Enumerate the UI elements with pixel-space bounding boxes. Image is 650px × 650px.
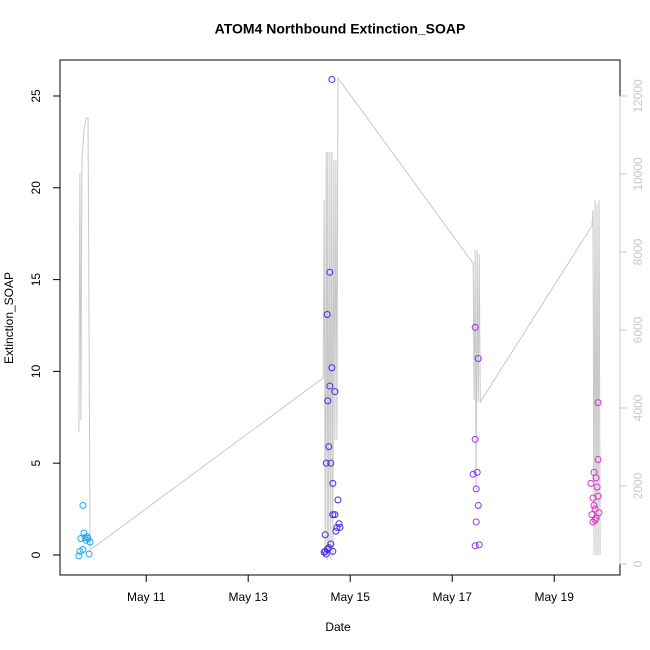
- point: [321, 531, 329, 539]
- y-tick-label: 0: [29, 551, 43, 558]
- point: [593, 483, 601, 491]
- point: [594, 456, 602, 464]
- point: [588, 511, 596, 519]
- point: [81, 534, 89, 542]
- y2-tick-label: 6000: [631, 316, 645, 343]
- y-tick-label: 10: [29, 364, 43, 378]
- point: [84, 534, 92, 542]
- y-tick-label: 20: [29, 181, 43, 195]
- point: [594, 399, 602, 407]
- point: [471, 435, 479, 443]
- point: [323, 310, 331, 318]
- point: [79, 501, 87, 509]
- point: [329, 511, 337, 519]
- point: [333, 523, 341, 531]
- point: [331, 388, 339, 396]
- x-tick-label: May 19: [535, 590, 575, 604]
- altitude-line: [78, 76, 601, 560]
- y2-tick-label: 2000: [631, 472, 645, 499]
- point: [332, 527, 340, 535]
- x-tick-label: May 17: [433, 590, 473, 604]
- x-tick-label: May 11: [127, 590, 166, 604]
- point: [595, 509, 603, 517]
- point: [591, 505, 599, 513]
- point: [331, 511, 339, 519]
- point: [591, 516, 599, 524]
- point: [590, 501, 598, 509]
- point: [320, 548, 328, 556]
- point: [474, 355, 482, 363]
- point: [328, 364, 336, 372]
- point: [326, 268, 334, 276]
- point: [326, 382, 334, 390]
- point: [325, 544, 333, 552]
- chart-title: ATOM4 Northbound Extinction_SOAP: [215, 21, 466, 37]
- point: [335, 520, 343, 528]
- point: [587, 479, 595, 487]
- point: [471, 323, 479, 331]
- point: [475, 541, 483, 549]
- point: [334, 496, 342, 504]
- y2-tick-label: 8000: [631, 238, 645, 265]
- point: [328, 75, 336, 83]
- x-tick-label: May 15: [331, 590, 371, 604]
- point: [85, 550, 93, 558]
- point: [75, 552, 83, 560]
- point: [325, 443, 333, 451]
- point: [589, 518, 597, 526]
- point: [472, 518, 480, 526]
- x-tick-label: May 13: [229, 590, 269, 604]
- point: [321, 547, 329, 555]
- y-tick-label: 5: [29, 460, 43, 467]
- point: [327, 459, 335, 467]
- point: [592, 474, 600, 482]
- point: [474, 501, 482, 509]
- point: [86, 538, 94, 546]
- point: [472, 485, 480, 493]
- y2-tick-label: 10000: [631, 157, 645, 191]
- x-axis-label: Date: [325, 620, 351, 634]
- point: [469, 470, 477, 478]
- y-tick-label: 15: [29, 273, 43, 287]
- point: [76, 547, 84, 555]
- point: [329, 479, 337, 487]
- point: [329, 547, 337, 555]
- y2-tick-label: 12000: [631, 79, 645, 113]
- point: [324, 397, 332, 405]
- y-tick-label: 25: [29, 89, 43, 103]
- point: [594, 492, 602, 500]
- y-axis-label: Extinction_SOAP: [2, 272, 16, 364]
- point: [471, 542, 479, 550]
- point: [327, 540, 335, 548]
- y2-tick-label: 4000: [631, 394, 645, 421]
- y2-tick-label: 0: [631, 560, 645, 567]
- point: [322, 459, 330, 467]
- point: [336, 523, 344, 531]
- point: [473, 468, 481, 476]
